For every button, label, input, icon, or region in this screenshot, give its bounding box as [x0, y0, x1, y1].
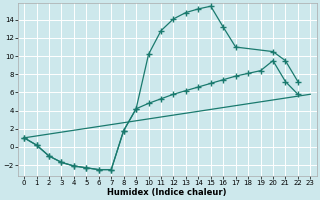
X-axis label: Humidex (Indice chaleur): Humidex (Indice chaleur) — [108, 188, 227, 197]
